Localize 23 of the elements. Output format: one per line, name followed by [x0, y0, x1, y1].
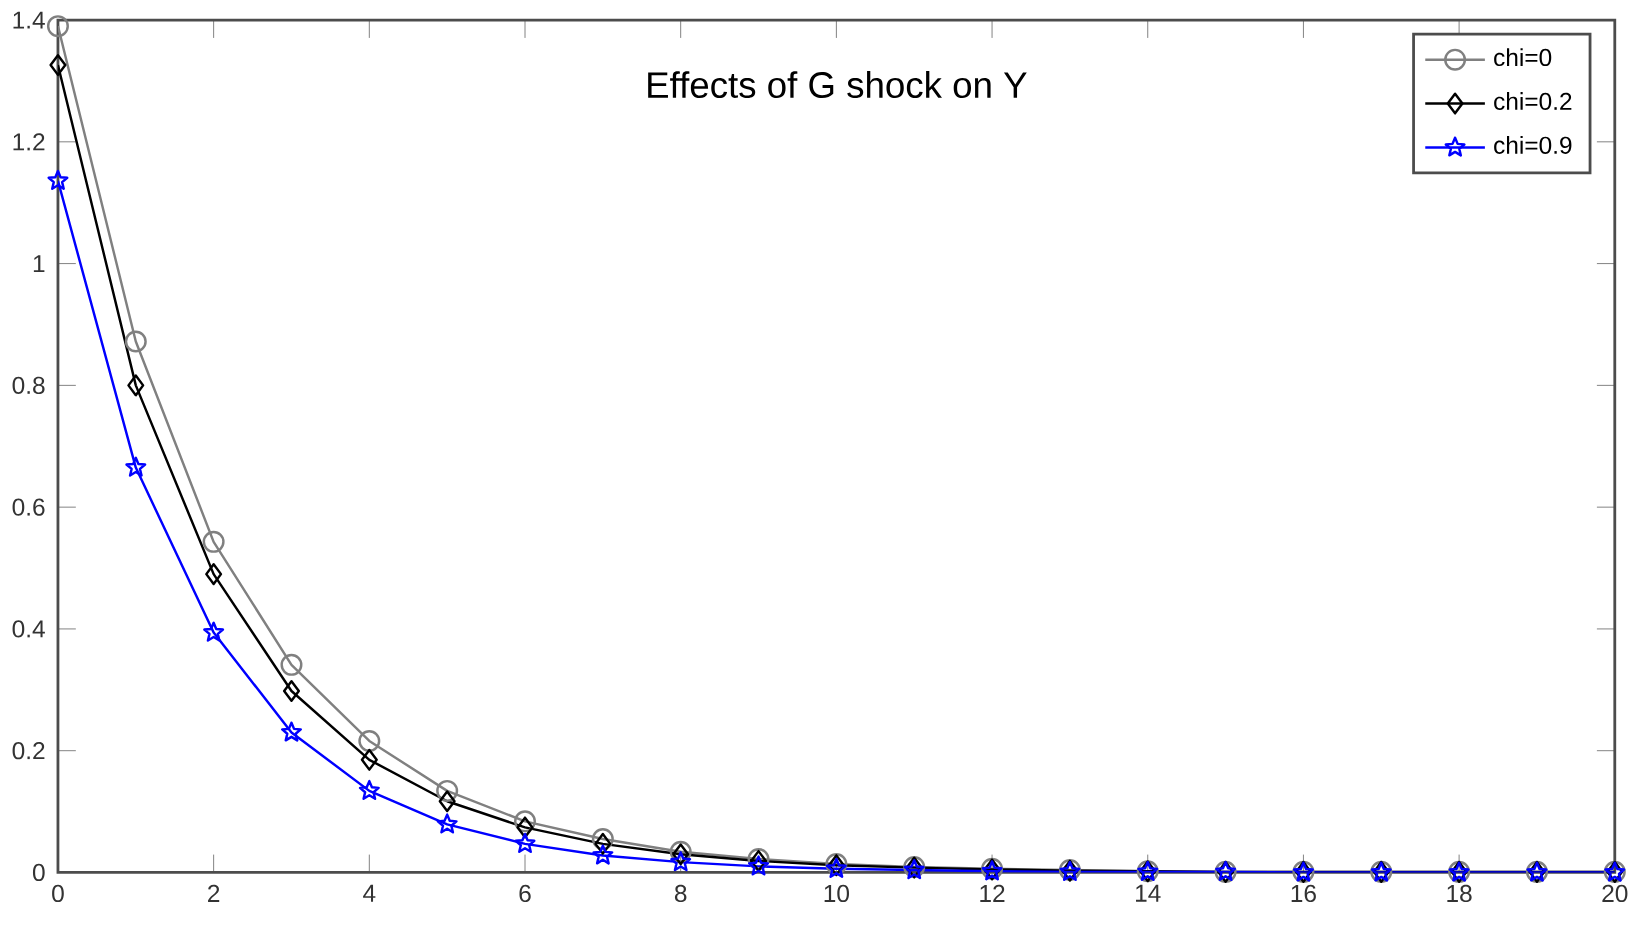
x-tick-label: 6: [519, 884, 531, 903]
y-tick-label: 0.4: [12, 620, 45, 638]
x-tick-label: 0: [52, 884, 64, 903]
x-tick-label: 18: [1447, 884, 1472, 903]
x-tick-label: 12: [980, 884, 1005, 902]
x-tick-label: 2: [208, 884, 220, 902]
y-tick-label: 0: [32, 863, 45, 882]
text: Effects of G shock on Y: [648, 71, 1027, 98]
x-tick-label: 8: [674, 884, 687, 903]
y-tick-label: 0.6: [12, 498, 45, 516]
legend-label: chi=0: [1494, 48, 1552, 67]
x-tick-label: 4: [363, 884, 376, 902]
y-tick-label: 0.2: [12, 742, 45, 760]
legend-label: chi=0.9: [1494, 135, 1572, 154]
x-tick-label: 20: [1602, 884, 1628, 903]
y-tick-label: 1.4: [13, 11, 45, 29]
x-tick-label: 10: [824, 884, 850, 903]
x-tick-label: 16: [1291, 884, 1316, 903]
y-tick-label: 1.2: [13, 133, 45, 151]
legend-label: chi=0.2: [1494, 92, 1572, 110]
x-tick-label: 14: [1136, 884, 1161, 902]
y-tick-label: 1: [33, 255, 45, 272]
y-tick-label: 0.8: [12, 376, 45, 394]
